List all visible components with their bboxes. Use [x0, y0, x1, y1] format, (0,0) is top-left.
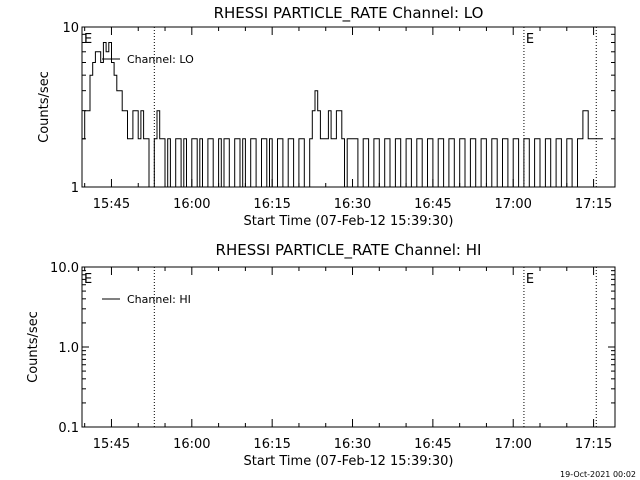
legend-label: Channel: HI: [127, 293, 191, 306]
x-tick-label: 16:30: [334, 437, 371, 452]
y-tick-label: 1: [71, 181, 79, 196]
x-tick-label: 15:45: [93, 437, 130, 452]
x-tick-label: 17:00: [494, 437, 531, 452]
x-tick-label: 16:00: [173, 437, 210, 452]
x-tick-label: 17:15: [575, 437, 612, 452]
event-marker-label: E: [84, 32, 92, 47]
x-axis-label: Start Time (07-Feb-12 15:39:30): [244, 454, 454, 469]
plot-frame: [81, 266, 616, 428]
chart-title: RHESSI PARTICLE_RATE Channel: LO: [214, 4, 484, 23]
y-tick-label: 1.0: [58, 341, 79, 356]
hi-channel-plot: RHESSI PARTICLE_RATE Channel: HI 0.1 1.0 10…: [26, 241, 616, 469]
legend-label: Channel: LO: [127, 53, 194, 66]
x-tick-label: 17:15: [575, 197, 612, 212]
x-axis-label: Start Time (07-Feb-12 15:39:30): [244, 214, 454, 229]
series-line-0: [82, 42, 603, 188]
y-tick-label: 0.1: [58, 421, 79, 436]
lo-channel-plot: RHESSI PARTICLE_RATE Channel: LO 1 10 15:45…: [37, 4, 616, 229]
x-tick-label: 16:45: [414, 437, 451, 452]
x-tick-label: 16:15: [253, 437, 290, 452]
y-tick-label: 10.0: [50, 261, 79, 276]
y-axis-label: Counts/sec: [37, 71, 52, 143]
event-marker-label: E: [84, 272, 92, 287]
plot-frame: [81, 26, 616, 188]
x-tick-label: 16:30: [334, 197, 371, 212]
x-tick-label: 16:00: [173, 197, 210, 212]
x-tick-label: 16:45: [414, 197, 451, 212]
y-tick-label: 10: [62, 21, 79, 36]
chart-title: RHESSI PARTICLE_RATE Channel: HI: [216, 241, 482, 260]
y-axis-label: Counts/sec: [26, 311, 41, 383]
x-tick-label: 15:45: [93, 197, 130, 212]
x-tick-label: 17:00: [494, 197, 531, 212]
footer-timestamp: 19-Oct-2021 00:02: [560, 470, 636, 479]
x-tick-label: 16:15: [253, 197, 290, 212]
event-marker-label: E: [526, 272, 534, 287]
event-marker-label: E: [526, 32, 534, 47]
